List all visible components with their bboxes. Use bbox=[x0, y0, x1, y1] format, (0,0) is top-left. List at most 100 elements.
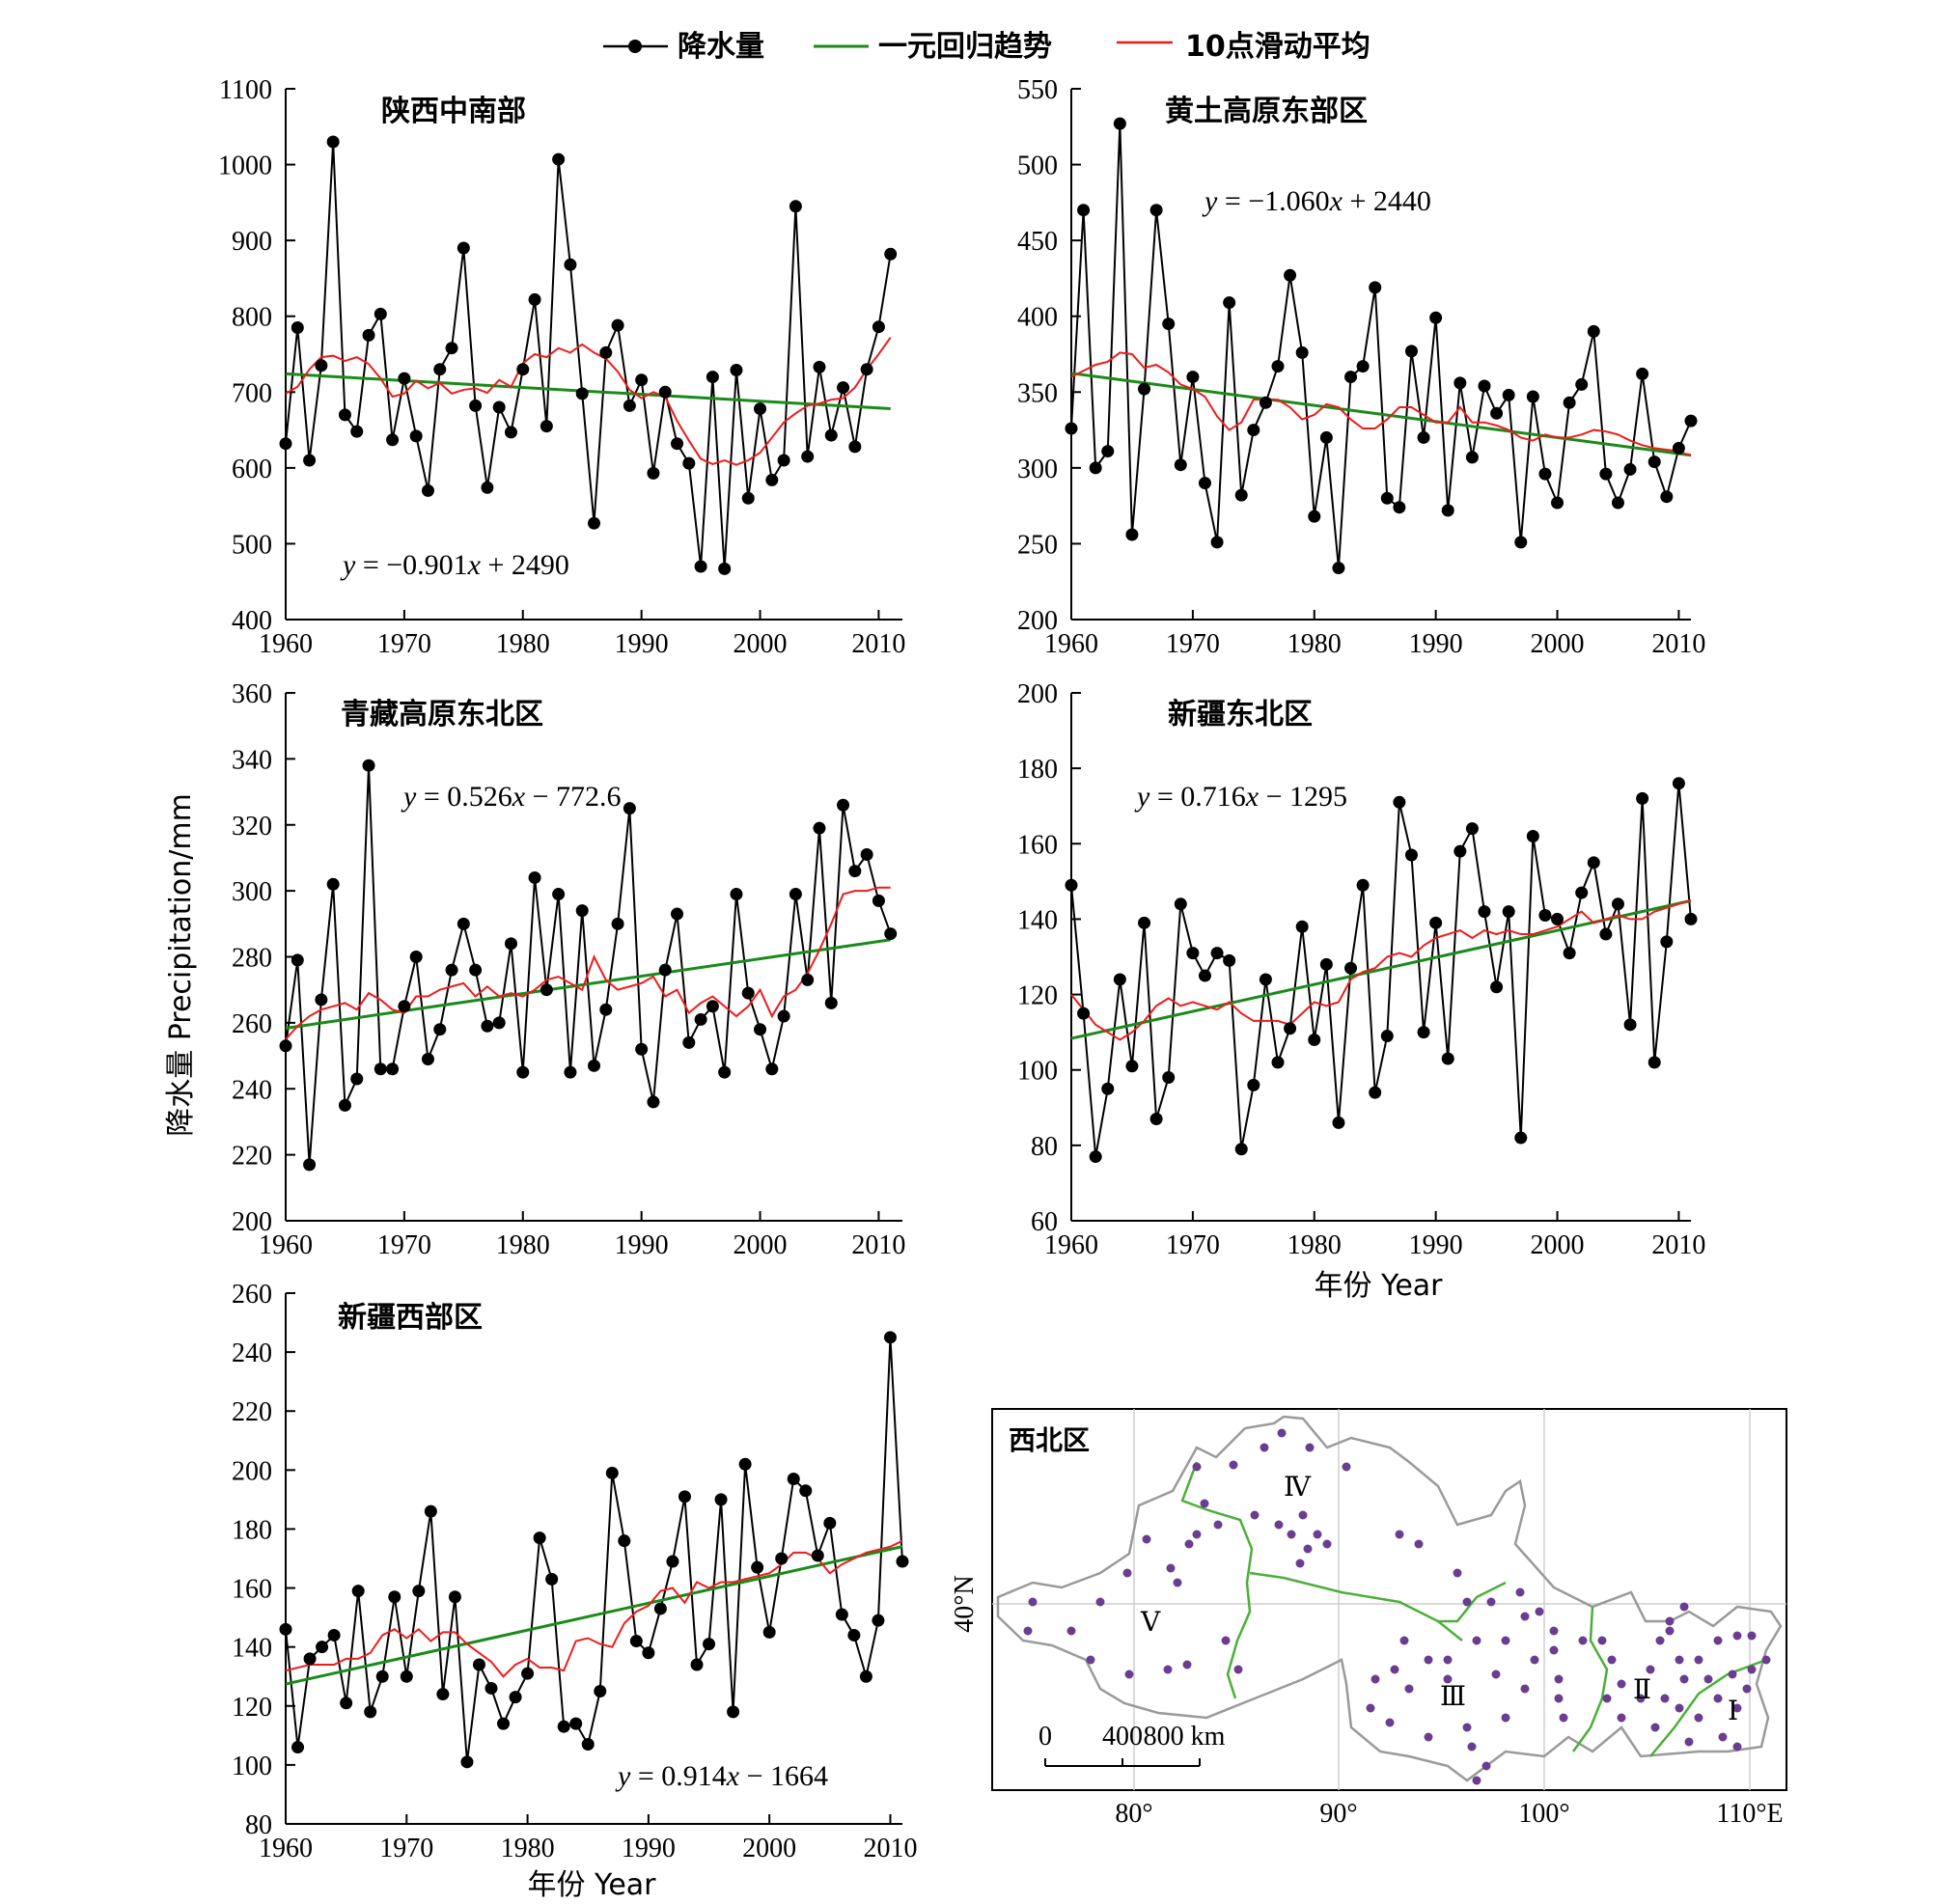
x-tick-label: 1960 bbox=[1044, 1230, 1098, 1260]
precip-point bbox=[1526, 390, 1539, 403]
precip-point bbox=[1162, 317, 1176, 331]
trend-line bbox=[285, 1545, 903, 1686]
precip-point bbox=[545, 1572, 559, 1586]
precip-point bbox=[516, 363, 530, 376]
precip-point bbox=[1490, 406, 1504, 420]
boundary-iii-x bbox=[1438, 1581, 1507, 1623]
precip-point bbox=[386, 433, 400, 447]
precip-point bbox=[1125, 1060, 1139, 1073]
precip-point bbox=[730, 888, 743, 901]
y-tick-label: 550 bbox=[1017, 75, 1058, 105]
precip-point bbox=[1332, 562, 1345, 575]
precip-point bbox=[291, 953, 304, 967]
y-tick-label: 240 bbox=[232, 1338, 272, 1368]
precip-point bbox=[588, 1059, 600, 1072]
station-marker bbox=[1342, 1462, 1351, 1472]
y-tick-label: 180 bbox=[1017, 755, 1058, 785]
precip-point bbox=[765, 1062, 779, 1076]
station-marker bbox=[1277, 1428, 1287, 1438]
lon-label-110e: 110°E bbox=[1716, 1799, 1783, 1829]
precip-point bbox=[279, 437, 292, 451]
precip-point bbox=[872, 320, 885, 334]
station-marker bbox=[1233, 1665, 1243, 1674]
precip-point bbox=[1538, 467, 1552, 481]
precip-point bbox=[400, 1669, 413, 1683]
station-marker bbox=[1472, 1636, 1481, 1645]
precip-point bbox=[658, 963, 672, 977]
station-marker bbox=[1742, 1684, 1752, 1694]
station-marker bbox=[1166, 1563, 1176, 1573]
precip-point bbox=[303, 1652, 317, 1666]
precip-point bbox=[412, 1585, 426, 1598]
precip-point bbox=[338, 1098, 351, 1112]
precip-point bbox=[1344, 961, 1358, 975]
precip-point bbox=[1465, 451, 1479, 464]
station-marker bbox=[1486, 1597, 1496, 1607]
station-marker bbox=[1597, 1636, 1607, 1645]
y-tick-label: 280 bbox=[232, 944, 272, 974]
station-marker bbox=[1467, 1742, 1477, 1752]
precip-point bbox=[1575, 886, 1589, 899]
precip-point bbox=[1234, 488, 1248, 502]
station-marker bbox=[1086, 1655, 1095, 1665]
boundary-iv-iii bbox=[1249, 1571, 1463, 1642]
y-tick-label: 400 bbox=[232, 606, 272, 636]
precip-point bbox=[1174, 897, 1187, 911]
precip-point bbox=[533, 1531, 546, 1545]
precip-point bbox=[1454, 844, 1467, 858]
legend-label-moving: 10点滑动平均 bbox=[1185, 30, 1370, 64]
y-tick-label: 140 bbox=[232, 1634, 272, 1664]
precip-point bbox=[1514, 536, 1528, 549]
precip-point bbox=[837, 798, 850, 812]
precip-point bbox=[824, 996, 838, 1009]
station-marker bbox=[1501, 1636, 1510, 1645]
precip-point bbox=[618, 1534, 631, 1548]
map-title: 西北区 bbox=[1009, 1424, 1090, 1456]
station-marker bbox=[1366, 1703, 1375, 1713]
precip-point bbox=[730, 364, 743, 376]
precip-point bbox=[291, 321, 304, 334]
precip-point bbox=[588, 516, 600, 530]
precip-point bbox=[1223, 953, 1236, 967]
precip-point bbox=[351, 1585, 365, 1598]
station-marker bbox=[1370, 1674, 1380, 1684]
station-marker bbox=[1747, 1631, 1757, 1641]
precip-point bbox=[738, 1457, 752, 1471]
precip-point bbox=[1575, 377, 1589, 391]
y-tick-label: 450 bbox=[1017, 227, 1058, 257]
precip-point bbox=[1089, 1150, 1102, 1164]
y-tick-label: 60 bbox=[1031, 1207, 1058, 1237]
station-marker bbox=[1675, 1655, 1684, 1665]
lon-label-100: 100° bbox=[1518, 1799, 1569, 1829]
precip-point bbox=[789, 888, 802, 901]
precip-point bbox=[436, 1688, 450, 1701]
precip-point bbox=[690, 1658, 704, 1671]
precip-point bbox=[448, 1590, 461, 1604]
x-tick-label: 1990 bbox=[1409, 629, 1463, 659]
scale-label-800km: 800 km bbox=[1144, 1722, 1226, 1752]
y-tick-label: 100 bbox=[1017, 1057, 1058, 1087]
x-tick-label: 2000 bbox=[742, 1834, 796, 1863]
station-marker bbox=[1192, 1530, 1202, 1539]
precip-point bbox=[706, 1000, 719, 1013]
precip-point bbox=[1660, 935, 1674, 949]
precip-point bbox=[599, 1003, 613, 1016]
station-map: 西北区 Ⅳ Ⅴ Ⅲ Ⅱ Ⅰ 0 400 800 km 80° 90° 100° … bbox=[950, 1408, 1787, 1829]
precip-point bbox=[1113, 117, 1126, 130]
station-marker bbox=[1404, 1684, 1414, 1694]
station-marker bbox=[1607, 1655, 1617, 1665]
x-tick-label: 1980 bbox=[1287, 1230, 1342, 1260]
precip-point bbox=[1186, 371, 1200, 384]
station-marker bbox=[1142, 1534, 1151, 1544]
x-tick-label: 1970 bbox=[377, 1230, 431, 1260]
precip-point bbox=[1138, 382, 1151, 396]
precip-point bbox=[599, 345, 613, 359]
precip-point bbox=[540, 420, 553, 433]
precip-point bbox=[860, 363, 873, 376]
station-marker bbox=[1703, 1674, 1713, 1684]
y-tick-label: 500 bbox=[232, 530, 272, 560]
station-marker bbox=[1462, 1597, 1472, 1607]
precip-point bbox=[315, 359, 328, 373]
precip-point bbox=[813, 821, 826, 835]
precip-point bbox=[472, 1658, 485, 1671]
